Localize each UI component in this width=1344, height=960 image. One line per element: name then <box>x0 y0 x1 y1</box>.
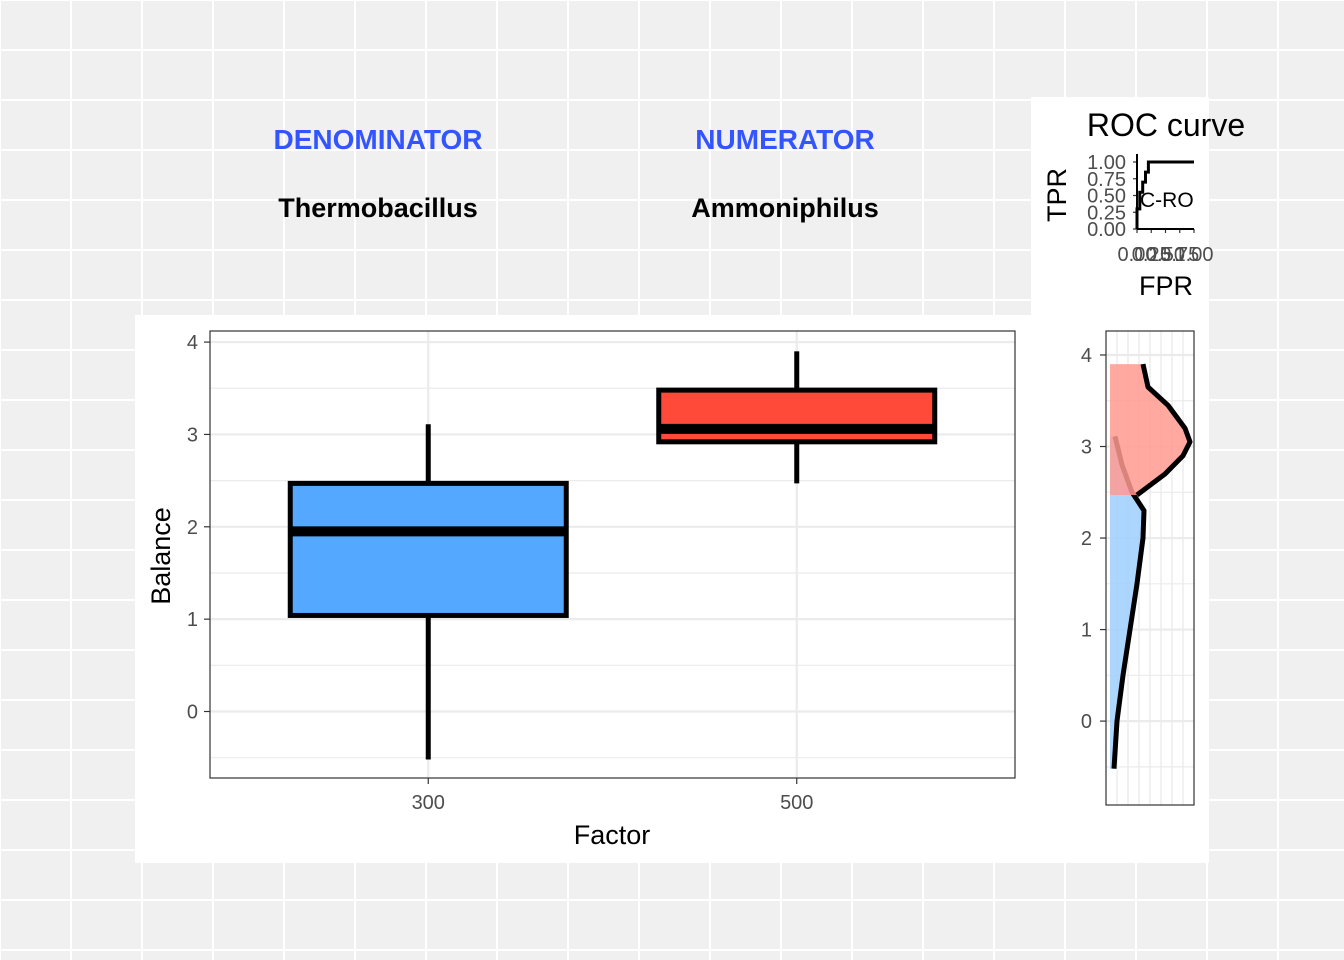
box-300 <box>287 480 569 618</box>
numerator-label: NUMERATOR <box>695 124 874 155</box>
density-y-tick-label: 1 <box>1081 620 1092 642</box>
boxplot-x-tick-label-300: 300 <box>412 792 445 814</box>
denominator-label: DENOMINATOR <box>274 124 483 155</box>
roc-x-tick-label: 1.00 <box>1175 244 1214 266</box>
roc-panel: ROC curve FPR TPR 0.000.250.500.751.00 0… <box>1031 97 1245 315</box>
boxplot-y-tick-label: 4 <box>187 332 198 354</box>
roc-x-tick-label: 0.25 <box>1132 244 1171 266</box>
density-y-tick-label: 0 <box>1081 711 1092 733</box>
roc-x-tick-label: 0.75 <box>1160 244 1199 266</box>
boxplot-y-tick-label: 0 <box>187 702 198 724</box>
boxplot-y-tick-label: 1 <box>187 609 198 631</box>
density-line-1 <box>1135 363 1193 497</box>
box-500 <box>656 387 938 445</box>
density-area-1 <box>1110 364 1190 495</box>
roc-y-tick-label: 1.00 <box>1087 152 1126 174</box>
roc-x-tick-label: 0.00 <box>1118 244 1157 266</box>
roc-y-tick-label: 0.75 <box>1087 169 1126 191</box>
boxplot-y-tick-label: 3 <box>187 424 198 446</box>
boxplot: 0 1 2 3 4 300 500 Factor Balance <box>146 330 1016 850</box>
roc-annotation: C-RO <box>1140 189 1194 212</box>
numerator-taxon: Ammoniphilus <box>691 193 879 223</box>
roc-y-label: TPR <box>1042 168 1072 222</box>
denominator-taxon: Thermobacillus <box>278 193 478 223</box>
density-plot: 0 1 2 3 4 <box>1081 330 1195 806</box>
roc-y-tick-label: 0.50 <box>1087 186 1126 208</box>
roc-panel-background <box>1031 97 1209 315</box>
density-y-tick-label: 2 <box>1081 528 1092 550</box>
roc-x-tick-label: 0.50 <box>1146 244 1185 266</box>
boxplot-x-tick-label-500: 500 <box>780 792 813 814</box>
roc-y-tick-label: 0.00 <box>1087 219 1126 241</box>
density-y-tick-label: 4 <box>1081 345 1092 367</box>
density-y-tick-label: 3 <box>1081 437 1092 459</box>
boxplot-y-label: Balance <box>146 507 176 605</box>
roc-curve-line <box>1135 160 1194 229</box>
boxplot-border <box>209 330 1016 779</box>
roc-y-tick-label: 0.25 <box>1087 202 1126 224</box>
roc-title: ROC curve <box>1087 107 1245 143</box>
boxplot-y-tick-label: 2 <box>187 517 198 539</box>
density-border <box>1105 330 1195 806</box>
boxplot-x-label: Factor <box>574 820 651 850</box>
roc-x-label: FPR <box>1139 271 1193 301</box>
density-area-0 <box>1110 436 1144 769</box>
